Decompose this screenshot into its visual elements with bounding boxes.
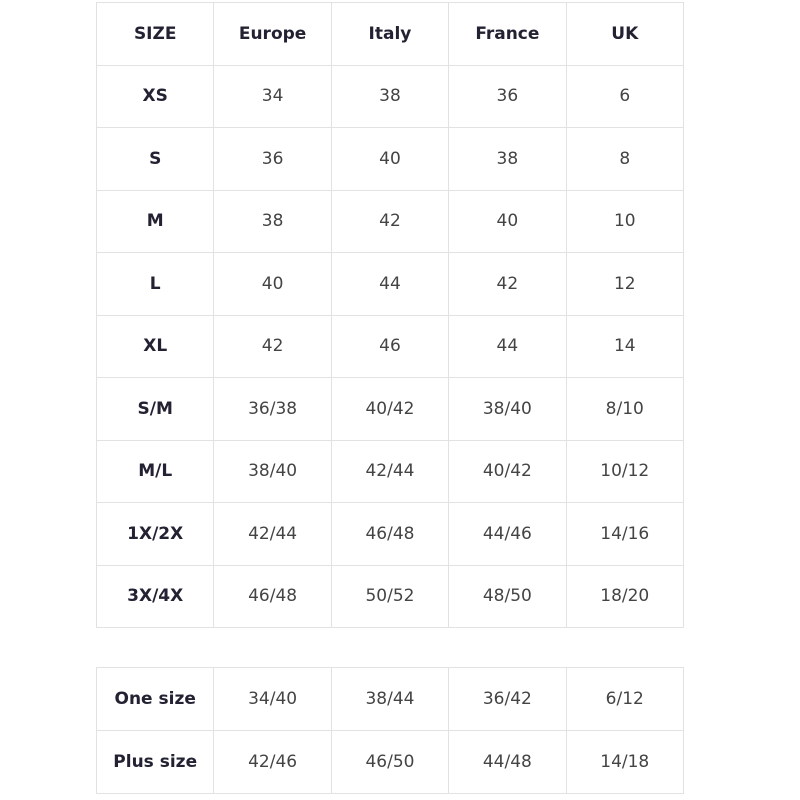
size-label-cell: Plus size bbox=[95, 730, 215, 794]
size-label-cell: S bbox=[95, 127, 215, 191]
table-cell: 44/46 bbox=[448, 502, 567, 566]
table-cell: 38/44 bbox=[330, 667, 450, 731]
table-cell: 8/10 bbox=[565, 377, 684, 441]
table-cell: 36/42 bbox=[448, 667, 567, 731]
size-label-cell: XS bbox=[95, 64, 215, 128]
table-cell: 12 bbox=[565, 252, 684, 316]
header-row: SIZE Europe Italy France UK bbox=[95, 2, 684, 66]
table-row: S 36 40 38 8 bbox=[95, 127, 684, 191]
size-label-cell: One size bbox=[95, 667, 215, 731]
table-cell: 18/20 bbox=[565, 564, 684, 628]
size-label-cell: M bbox=[95, 189, 215, 253]
table-cell: 6 bbox=[565, 64, 684, 128]
table-cell: 38/40 bbox=[213, 439, 332, 503]
column-header: Italy bbox=[330, 2, 450, 66]
table-cell: 36/38 bbox=[213, 377, 332, 441]
table-cell: 40/42 bbox=[330, 377, 450, 441]
table-cell: 42/44 bbox=[330, 439, 450, 503]
size-conversion-table: SIZE Europe Italy France UK XS 34 38 36 6 S 36 40 38 8… bbox=[95, 2, 684, 628]
table-cell: 10/12 bbox=[565, 439, 684, 503]
table-row: Plus size 42/46 46/50 44/48 14/18 bbox=[95, 730, 684, 794]
table-cell: 46/48 bbox=[330, 502, 450, 566]
table-row: S/M 36/38 40/42 38/40 8/10 bbox=[95, 377, 684, 441]
table-row: M/L 38/40 42/44 40/42 10/12 bbox=[95, 439, 684, 503]
table-cell: 40 bbox=[213, 252, 332, 316]
table-cell: 40/42 bbox=[448, 439, 567, 503]
table-cell: 44 bbox=[448, 314, 567, 378]
table-cell: 6/12 bbox=[565, 667, 684, 731]
table-cell: 46/50 bbox=[330, 730, 450, 794]
table-row: XL 42 46 44 14 bbox=[95, 314, 684, 378]
table-cell: 44/48 bbox=[448, 730, 567, 794]
table-cell: 14 bbox=[565, 314, 684, 378]
one-size-plus-size-table: One size 34/40 38/44 36/42 6/12 Plus size 42/4… bbox=[95, 667, 684, 794]
table-cell: 42 bbox=[330, 189, 450, 253]
table-row: One size 34/40 38/44 36/42 6/12 bbox=[95, 667, 684, 731]
table-cell: 46 bbox=[330, 314, 450, 378]
table-cell: 42/46 bbox=[213, 730, 332, 794]
table-cell: 46/48 bbox=[213, 564, 332, 628]
table-cell: 36 bbox=[213, 127, 332, 191]
column-header: UK bbox=[565, 2, 684, 66]
size-label-cell: 3X/4X bbox=[95, 564, 215, 628]
size-label-cell: S/M bbox=[95, 377, 215, 441]
table-cell: 50/52 bbox=[330, 564, 450, 628]
table-cell: 40 bbox=[448, 189, 567, 253]
table-row: 1X/2X 42/44 46/48 44/46 14/16 bbox=[95, 502, 684, 566]
table-row: M 38 42 40 10 bbox=[95, 189, 684, 253]
column-header: Europe bbox=[213, 2, 332, 66]
table-cell: 14/16 bbox=[565, 502, 684, 566]
size-label-cell: 1X/2X bbox=[95, 502, 215, 566]
table-row: 3X/4X 46/48 50/52 48/50 18/20 bbox=[95, 564, 684, 628]
table-row: XS 34 38 36 6 bbox=[95, 64, 684, 128]
table-cell: 14/18 bbox=[565, 730, 684, 794]
table-cell: 48/50 bbox=[448, 564, 567, 628]
table-cell: 42/44 bbox=[213, 502, 332, 566]
table-cell: 40 bbox=[330, 127, 450, 191]
table-cell: 8 bbox=[565, 127, 684, 191]
table-cell: 34 bbox=[213, 64, 332, 128]
size-label-cell: XL bbox=[95, 314, 215, 378]
table-cell: 42 bbox=[213, 314, 332, 378]
table-cell: 44 bbox=[330, 252, 450, 316]
column-header: France bbox=[448, 2, 567, 66]
table-cell: 10 bbox=[565, 189, 684, 253]
size-label-cell: L bbox=[95, 252, 215, 316]
table-cell: 38 bbox=[330, 64, 450, 128]
table-cell: 38 bbox=[448, 127, 567, 191]
table-row: L 40 44 42 12 bbox=[95, 252, 684, 316]
table-cell: 42 bbox=[448, 252, 567, 316]
column-header: SIZE bbox=[95, 2, 215, 66]
table-cell: 34/40 bbox=[213, 667, 332, 731]
table-cell: 38/40 bbox=[448, 377, 567, 441]
table-cell: 36 bbox=[448, 64, 567, 128]
table-cell: 38 bbox=[213, 189, 332, 253]
size-label-cell: M/L bbox=[95, 439, 215, 503]
